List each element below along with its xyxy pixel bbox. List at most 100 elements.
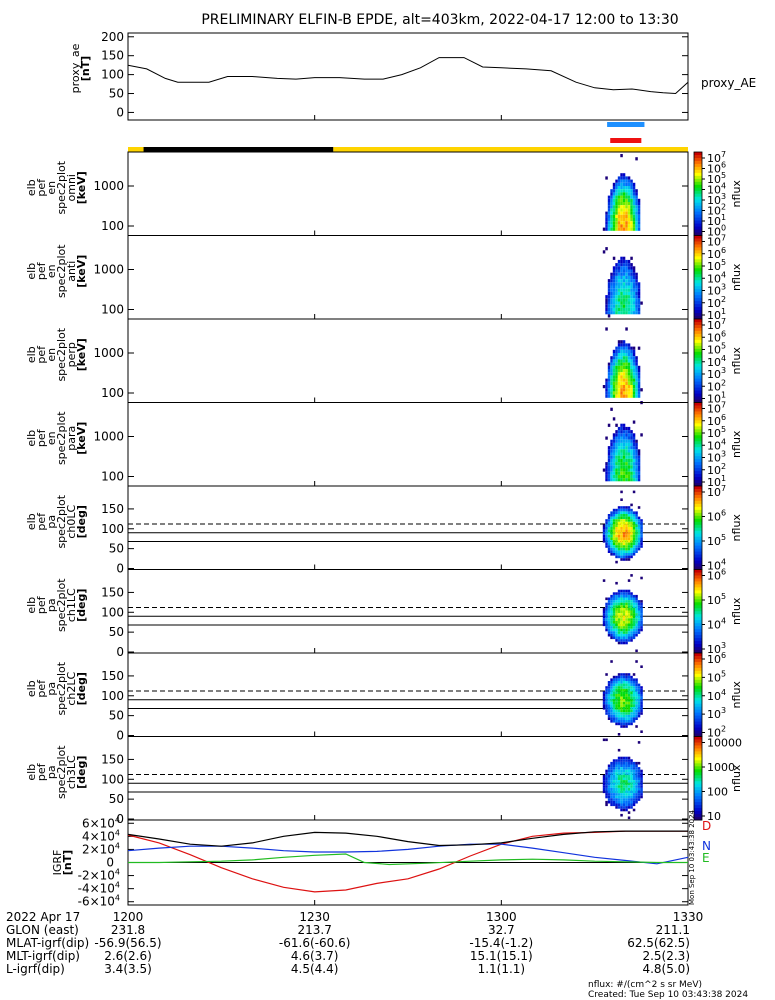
heat-cell	[632, 540, 636, 543]
heat-cell	[612, 208, 616, 212]
heat-cell	[640, 529, 643, 533]
heat-cell	[615, 678, 618, 681]
panel-ylabel-line: pef	[35, 512, 48, 531]
heat-cell	[620, 527, 623, 530]
heat-cell	[615, 275, 618, 280]
heat-cell	[627, 793, 631, 796]
heat-cell	[632, 626, 636, 629]
heat-cell	[630, 534, 633, 538]
heat-cell	[617, 307, 621, 312]
heat-cell	[607, 307, 611, 312]
heat-cell	[610, 660, 613, 663]
heat-cell	[635, 631, 638, 634]
heat-cell	[620, 717, 623, 720]
colorbar-step	[694, 316, 702, 320]
heat-cell	[625, 327, 628, 331]
heat-cell	[617, 547, 621, 551]
heat-cell	[607, 780, 611, 783]
heat-cell	[632, 704, 636, 707]
heat-cell	[625, 592, 628, 595]
colorbar-step	[694, 190, 702, 195]
heat-cell	[630, 478, 633, 482]
heat-cell	[632, 266, 636, 270]
heat-cell	[622, 198, 626, 202]
heat-cell	[607, 202, 611, 206]
heat-cell	[627, 391, 631, 395]
heat-cell	[612, 519, 616, 522]
heat-cell	[622, 365, 626, 369]
heat-cell	[625, 610, 628, 614]
heat-cell	[617, 436, 621, 440]
heat-cell	[620, 806, 623, 809]
panel-ylabel-line: elb	[25, 179, 38, 196]
heat-cell	[637, 688, 641, 692]
heat-cell	[627, 433, 631, 437]
heat-cell	[622, 423, 626, 427]
heat-cell	[610, 446, 613, 450]
heat-cell	[635, 524, 638, 527]
colorbar-step	[694, 280, 702, 284]
heat-cell	[622, 272, 626, 276]
panel-ylabel-line: pef	[35, 679, 48, 698]
heat-cell	[622, 346, 626, 350]
heat-cell	[610, 227, 613, 231]
heat-cell	[610, 202, 613, 206]
heat-cell	[622, 631, 626, 634]
heat-cell	[622, 803, 626, 807]
ytick-label: 1000	[93, 179, 124, 193]
heat-cell	[610, 529, 613, 533]
heat-cell	[632, 214, 636, 218]
heat-cell	[620, 275, 623, 280]
heat-cell	[632, 452, 636, 456]
ephemeris-value: 15.1(15.1)	[470, 949, 533, 963]
heat-cell	[607, 514, 611, 517]
colorbar-step	[694, 509, 702, 514]
igrf-ytick-label: 4×104	[82, 828, 120, 843]
heat-cell	[625, 446, 628, 450]
colorbar-tick-exponent: 2	[721, 295, 726, 304]
heat-cell	[617, 195, 621, 199]
heat-cell	[612, 631, 616, 634]
colorbar-step	[694, 817, 702, 821]
heat-cell	[605, 391, 608, 395]
heat-cell	[627, 636, 631, 640]
heat-cell	[617, 800, 621, 804]
heat-cell	[620, 764, 623, 768]
heat-cell	[615, 365, 618, 369]
heat-cell	[605, 478, 608, 482]
heat-cell	[630, 532, 633, 535]
heat-cell	[617, 785, 621, 788]
heat-cell	[620, 795, 623, 799]
heat-cell	[612, 478, 616, 482]
heat-cell	[612, 417, 616, 421]
panel-ylabel-line: spec2plot	[55, 494, 68, 548]
heat-cell	[630, 211, 633, 215]
heat-cell	[620, 340, 623, 344]
heat-cell	[622, 205, 626, 209]
heat-cell	[605, 704, 608, 707]
heat-cell	[602, 774, 606, 778]
heat-cell	[630, 686, 633, 689]
heat-cell	[607, 527, 611, 530]
colorbar-step	[694, 268, 702, 272]
colorbar-step	[694, 745, 702, 749]
heat-cell	[632, 458, 636, 463]
heat-cell	[625, 263, 628, 267]
heat-cell	[605, 673, 608, 676]
heat-cell	[607, 295, 611, 299]
heat-cell	[635, 607, 638, 611]
colorbar-tick-label: 106	[707, 568, 726, 583]
colorbar-step	[694, 372, 702, 377]
ae-ylabel-line: proxy_ae	[69, 43, 82, 93]
heat-cell	[622, 521, 626, 525]
heat-cell	[615, 446, 618, 450]
heat-cell	[605, 462, 608, 466]
heat-cell	[620, 272, 623, 276]
heat-cell	[627, 205, 631, 209]
heat-cell	[612, 295, 616, 299]
heat-cell	[630, 433, 633, 437]
heat-cell	[630, 704, 633, 707]
heat-cell	[615, 631, 618, 634]
